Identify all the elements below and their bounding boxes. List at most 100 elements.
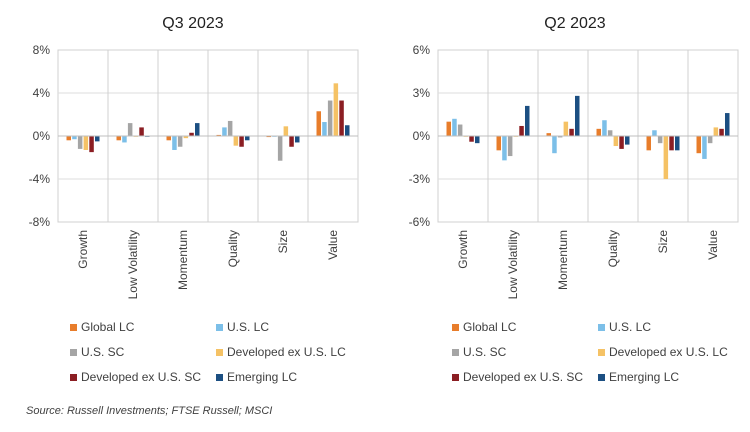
- bar-0-4-1: [139, 127, 144, 136]
- chart-1: Q2 2023 6% 3% 0% -3% -6% Growth Low Volatility M…: [409, 15, 739, 384]
- bar-1-5-5: [725, 113, 730, 136]
- legend-label: U.S. SC: [463, 345, 507, 359]
- legend-swatch: [598, 349, 605, 356]
- legend-label: Global LC: [81, 320, 135, 334]
- bar-0-1-5: [322, 122, 327, 136]
- bar-1-2-0: [457, 124, 463, 136]
- bar-1-2-3: [607, 130, 613, 136]
- bar-0-3-4: [283, 126, 289, 136]
- bar-0-3-3: [233, 136, 239, 146]
- x-tick-label: Size: [656, 230, 670, 254]
- bar-1-2-4: [657, 136, 663, 144]
- legend-swatch: [70, 349, 77, 356]
- bar-0-1-0: [72, 136, 77, 140]
- y-tick-label: -3%: [409, 172, 431, 186]
- bar-0-2-3: [227, 120, 233, 136]
- legend-label: Developed ex U.S. SC: [463, 370, 583, 384]
- bar-0-3-0: [83, 136, 89, 150]
- bar-0-4-3: [239, 136, 244, 147]
- bar-0-1-1: [122, 136, 127, 143]
- y-tick-label: 0%: [413, 129, 431, 143]
- x-tick-label: Momentum: [176, 230, 190, 290]
- y-tick-label: -6%: [409, 215, 431, 229]
- bar-1-1-4: [652, 130, 657, 136]
- bar-0-2-1: [127, 123, 133, 136]
- x-tick-label: Low Volatility: [126, 230, 140, 299]
- bar-1-0-4: [646, 136, 651, 151]
- bar-0-0-0: [66, 136, 71, 141]
- legend-swatch: [70, 324, 77, 331]
- bar-0-2-5: [327, 100, 333, 136]
- bar-1-5-3: [625, 136, 630, 145]
- bar-1-2-5: [707, 136, 713, 144]
- bar-1-4-4: [669, 136, 674, 151]
- bar-0-3-5: [333, 83, 339, 136]
- legend-label: Developed ex U.S. LC: [227, 345, 346, 359]
- y-tick-label: 4%: [33, 86, 51, 100]
- bar-0-0-1: [116, 136, 121, 141]
- chart-title: Q3 2023: [162, 15, 223, 32]
- chart-0: Q3 2023 8% 4% 0% -4% -8% Growth Low Volatility M…: [29, 15, 359, 384]
- bar-0-5-4: [295, 136, 300, 143]
- legend-swatch: [598, 374, 605, 381]
- y-tick-label: 6%: [413, 43, 431, 57]
- x-tick-label: Value: [706, 230, 720, 260]
- legend-swatch: [452, 324, 459, 331]
- y-tick-label: -4%: [29, 172, 51, 186]
- bar-1-1-2: [552, 136, 557, 154]
- bar-1-0-1: [496, 136, 501, 151]
- bar-1-0-5: [696, 136, 701, 154]
- bar-1-4-1: [519, 125, 524, 136]
- bar-0-5-0: [95, 136, 100, 142]
- bar-0-0-4: [266, 136, 271, 138]
- bar-1-3-2: [563, 121, 569, 136]
- bar-0-4-2: [189, 132, 194, 136]
- bar-1-4-2: [569, 128, 574, 136]
- x-tick-label: Quality: [606, 230, 620, 267]
- bar-1-2-1: [507, 136, 513, 157]
- legend-label: Emerging LC: [227, 370, 297, 384]
- bar-0-5-2: [195, 123, 200, 136]
- bar-0-2-4: [277, 136, 283, 161]
- bar-0-5-5: [345, 125, 350, 136]
- bar-1-5-0: [475, 136, 480, 144]
- bar-1-2-2: [557, 136, 563, 138]
- bar-1-1-5: [702, 136, 707, 159]
- legend-swatch: [216, 324, 223, 331]
- legend-label: U.S. LC: [609, 320, 651, 334]
- bar-0-1-2: [172, 136, 177, 150]
- x-tick-label: Size: [276, 230, 290, 254]
- x-tick-label: Quality: [226, 230, 240, 267]
- y-tick-label: 3%: [413, 86, 431, 100]
- bar-1-3-4: [663, 136, 669, 179]
- bar-0-1-3: [222, 127, 227, 136]
- bar-1-1-0: [452, 118, 457, 136]
- bar-1-3-5: [713, 127, 719, 136]
- y-tick-label: 0%: [33, 129, 51, 143]
- bar-1-0-2: [546, 133, 551, 136]
- bar-0-2-2: [177, 136, 183, 147]
- bar-0-0-5: [316, 111, 321, 136]
- legend-label: Emerging LC: [609, 370, 679, 384]
- bar-1-5-1: [525, 105, 530, 136]
- legend-label: U.S. SC: [81, 345, 125, 359]
- legend-label: Developed ex U.S. SC: [81, 370, 201, 384]
- legend-swatch: [452, 374, 459, 381]
- bar-0-4-0: [89, 136, 94, 153]
- bar-0-3-2: [183, 136, 189, 139]
- bar-1-4-5: [719, 128, 724, 136]
- bar-1-0-0: [446, 121, 451, 136]
- bar-1-1-1: [502, 136, 507, 161]
- bar-0-2-0: [77, 136, 83, 149]
- x-tick-label: Growth: [456, 230, 470, 269]
- legend-swatch: [452, 349, 459, 356]
- bar-1-4-0: [469, 136, 474, 142]
- bar-0-0-2: [166, 136, 171, 141]
- bar-1-5-4: [675, 136, 680, 151]
- x-tick-label: Low Volatility: [506, 230, 520, 299]
- bar-1-0-3: [596, 128, 601, 136]
- bar-1-5-2: [575, 95, 580, 136]
- legend-swatch: [70, 374, 77, 381]
- legend-swatch: [216, 349, 223, 356]
